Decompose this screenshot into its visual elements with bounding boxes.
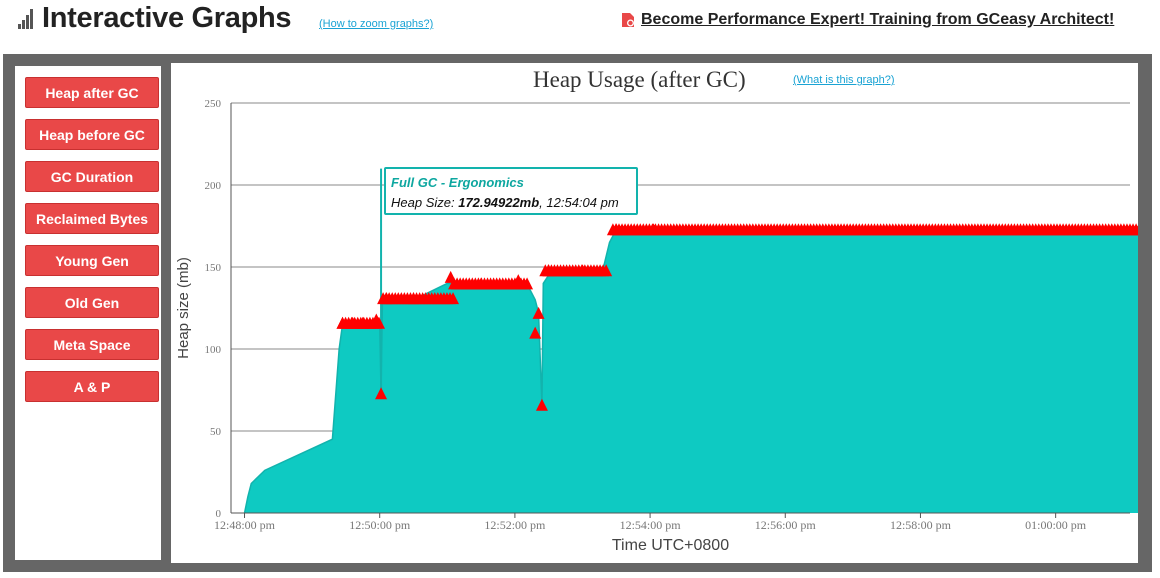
y-axis-label: Heap size (mb) <box>175 257 192 359</box>
y-tick-label: 200 <box>205 180 222 192</box>
gc-marker <box>370 313 383 326</box>
tooltip-line: Heap Size: 172.94922mb, 12:54:04 pm <box>391 195 636 210</box>
gc-marker <box>647 223 660 236</box>
gc-marker <box>542 264 555 277</box>
promo-link[interactable]: Become Performance Expert! Training from… <box>641 11 1115 28</box>
page-title: Interactive Graphs <box>42 2 292 34</box>
what-is-this-graph-link[interactable]: (What is this graph?) <box>793 74 895 86</box>
gc-marker <box>529 326 542 339</box>
y-tick-label: 100 <box>205 344 222 356</box>
x-tick-label: 12:52:00 pm <box>484 518 546 532</box>
x-tick-label: 12:50:00 pm <box>349 518 411 532</box>
x-axis-label: Time UTC+0800 <box>612 537 729 554</box>
gc-marker <box>512 274 525 287</box>
a-and-p-button[interactable]: A & P <box>25 371 159 402</box>
gc-marker <box>535 398 548 411</box>
gc-marker <box>407 292 420 305</box>
chart-title: Heap Usage (after GC) <box>533 67 746 92</box>
y-tick-label: 150 <box>205 262 222 274</box>
x-tick-label: 01:00:00 pm <box>1025 518 1087 532</box>
young-gen-button[interactable]: Young Gen <box>25 245 159 276</box>
zoom-help-link[interactable]: (How to zoom graphs?) <box>319 18 434 30</box>
gc-marker <box>447 292 460 305</box>
graph-frame: Heap after GC Heap before GC GC Duration… <box>3 54 1152 572</box>
tooltip-value: 172.94922mb <box>458 195 540 210</box>
x-tick-label: 12:56:00 pm <box>755 518 817 532</box>
gc-marker <box>610 223 623 236</box>
header: Interactive Graphs (How to zoom graphs?)… <box>0 0 1160 50</box>
data-tooltip: Full GC - Ergonomics Heap Size: 172.9492… <box>384 167 638 215</box>
gc-marker <box>1136 231 1138 236</box>
gc-marker <box>576 264 589 277</box>
training-icon <box>622 13 634 27</box>
reclaimed-bytes-button[interactable]: Reclaimed Bytes <box>25 203 159 234</box>
y-tick-label: 250 <box>205 98 222 110</box>
gc-marker <box>346 316 359 329</box>
y-tick-label: 0 <box>216 508 222 520</box>
heap-usage-chart[interactable]: 0 50 100 150 200 250 12:48:00 pm 12:50:00 pm 12:… <box>171 63 1138 563</box>
gc-marker <box>336 316 349 329</box>
meta-space-button[interactable]: Meta Space <box>25 329 159 360</box>
gc-marker <box>444 270 457 283</box>
promo-banner[interactable]: Become Performance Expert! Training from… <box>621 11 1114 29</box>
chart-panel: 0 50 100 150 200 250 12:48:00 pm 12:50:00 pm 12:… <box>171 63 1138 563</box>
x-tick-label: 12:48:00 pm <box>214 518 276 532</box>
gc-marker <box>475 277 488 290</box>
x-tick-label: 12:58:00 pm <box>890 518 952 532</box>
gc-marker <box>521 277 534 290</box>
gc-marker <box>532 306 545 319</box>
tooltip-title: Full GC - Ergonomics <box>391 175 524 190</box>
y-tick-label: 50 <box>210 426 222 438</box>
gc-marker <box>375 387 388 400</box>
old-gen-button[interactable]: Old Gen <box>25 287 159 318</box>
gc-marker <box>380 292 393 305</box>
tooltip-label: Heap Size: <box>391 195 455 210</box>
signal-bars-icon <box>18 7 34 29</box>
heap-after-gc-button[interactable]: Heap after GC <box>25 77 159 108</box>
graph-sidebar: Heap after GC Heap before GC GC Duration… <box>15 66 161 560</box>
tooltip-time: , 12:54:04 pm <box>539 195 619 210</box>
x-tick-label: 12:54:00 pm <box>620 518 682 532</box>
gc-marker <box>356 316 369 329</box>
gc-marker <box>600 264 613 277</box>
gc-duration-button[interactable]: GC Duration <box>25 161 159 192</box>
heap-before-gc-button[interactable]: Heap before GC <box>25 119 159 150</box>
heap-area <box>244 229 1138 513</box>
